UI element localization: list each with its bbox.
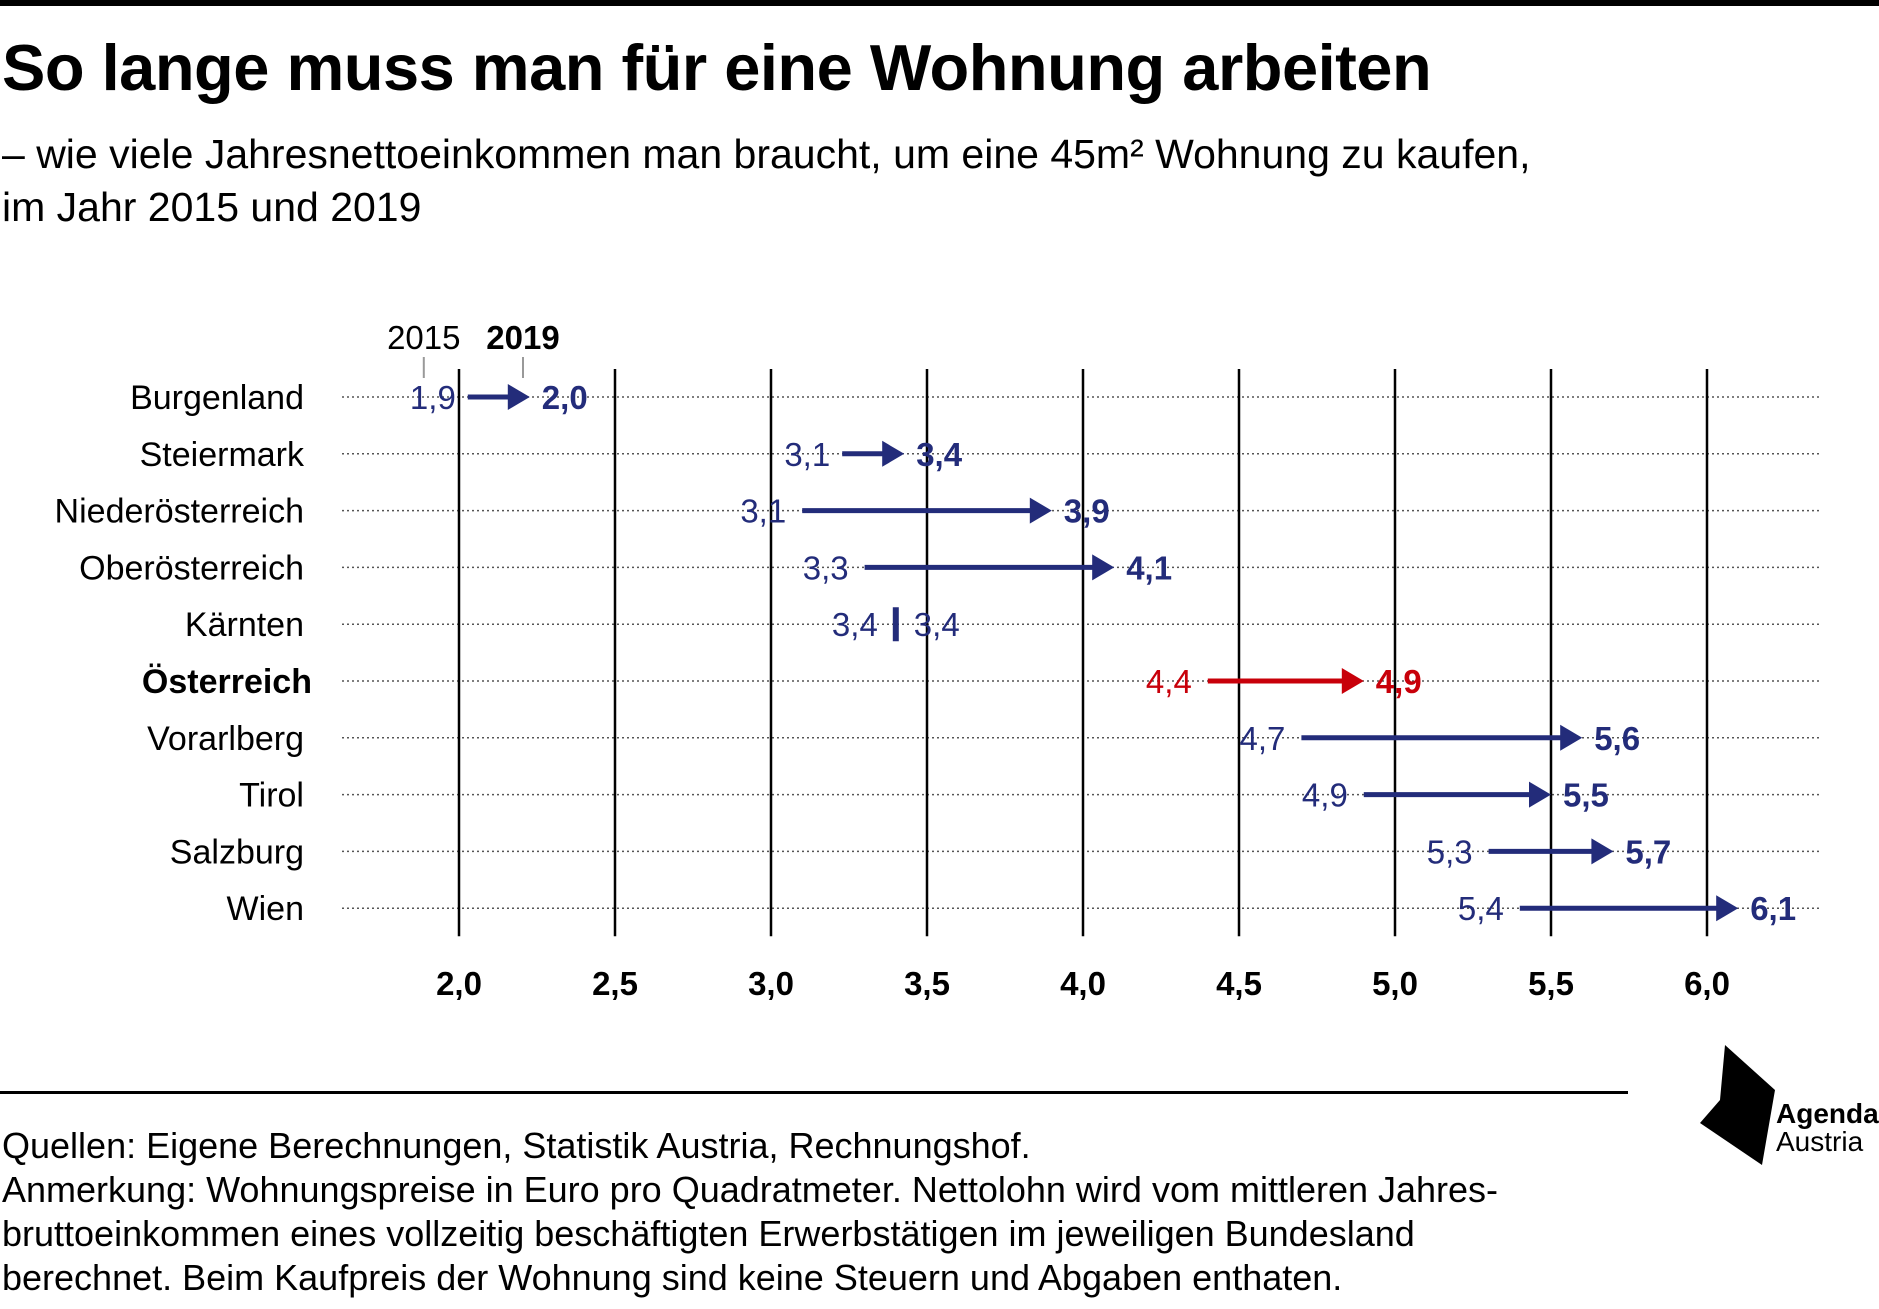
- end-value-label: 5,5: [1563, 777, 1609, 814]
- logo-line-2: Austria: [1776, 1126, 1864, 1157]
- x-tick-label: 4,0: [1060, 965, 1106, 1000]
- start-value-label: 4,4: [1146, 663, 1192, 700]
- change-arrow-head: [1341, 668, 1364, 694]
- chart-title: So lange muss man für eine Wohnung arbei…: [2, 31, 1432, 104]
- footer-note-line-3: berechnet. Beim Kaufpreis der Wohnung si…: [2, 1257, 1343, 1298]
- category-label: Oberösterreich: [79, 549, 304, 587]
- top-rule: [0, 0, 1879, 6]
- footer-notes: Quellen: Eigene Berechnungen, Statistik …: [2, 1124, 1682, 1300]
- x-tick-label: 6,0: [1684, 965, 1730, 1000]
- start-value-label: 3,4: [832, 606, 878, 643]
- footer-rule: [0, 1091, 1628, 1094]
- x-tick-label: 4,5: [1216, 965, 1262, 1000]
- end-value-label: 5,6: [1594, 720, 1640, 757]
- change-arrow-head: [1560, 724, 1583, 751]
- change-arrow-head: [1716, 895, 1739, 922]
- end-value-label: 3,9: [1064, 493, 1110, 530]
- subtitle-line-1: – wie viele Jahresnettoeinkommen man bra…: [2, 131, 1531, 177]
- footer-note-line-1: Anmerkung: Wohnungspreise in Euro pro Qu…: [2, 1169, 1499, 1210]
- end-value-label: 2,0: [542, 379, 588, 416]
- category-label: Wien: [227, 890, 304, 928]
- change-arrow-head: [1029, 497, 1052, 524]
- footer-note-line-2: bruttoeinkommen eines vollzeitig beschäf…: [2, 1213, 1415, 1254]
- change-arrow-head: [882, 440, 905, 467]
- start-value-label: 3,3: [803, 549, 849, 586]
- end-value-label: 3,4: [914, 606, 960, 643]
- category-label: Österreich: [142, 663, 312, 701]
- category-label: Niederösterreich: [55, 493, 304, 531]
- category-label: Kärnten: [185, 606, 304, 644]
- change-arrow-head: [507, 384, 530, 410]
- year-end-label: 2019: [486, 319, 559, 356]
- category-label: Vorarlberg: [147, 720, 304, 758]
- x-tick-label: 2,5: [592, 965, 638, 1000]
- change-arrow-head: [1591, 838, 1614, 865]
- x-tick-label: 2,0: [436, 965, 482, 1000]
- category-label: Salzburg: [170, 833, 304, 871]
- chart-subtitle: – wie viele Jahresnettoeinkommen man bra…: [2, 128, 1842, 234]
- arrow-chart: 2,0 2,5 3,0 3,5 4,0 4,5 5,0 5,5 6,0 2015 2019 Burge…: [55, 319, 1820, 1000]
- end-value-label: 5,7: [1625, 833, 1671, 870]
- end-value-label: 3,4: [916, 436, 963, 473]
- end-value-label: 4,1: [1126, 549, 1172, 586]
- x-tick-label: 5,0: [1372, 965, 1418, 1000]
- change-arrow-head: [1092, 554, 1115, 581]
- end-value-label: 4,9: [1376, 663, 1422, 700]
- start-value-label: 3,1: [740, 493, 786, 530]
- start-value-label: 5,4: [1458, 890, 1504, 927]
- x-tick-label: 3,5: [904, 965, 950, 1000]
- start-value-label: 1,9: [410, 379, 456, 416]
- logo-text: Agenda Austria: [1776, 1100, 1879, 1156]
- end-value-label: 6,1: [1750, 890, 1796, 927]
- footer-sources: Quellen: Eigene Berechnungen, Statistik …: [2, 1125, 1031, 1166]
- start-value-label: 5,3: [1427, 833, 1473, 870]
- category-label: Tirol: [239, 777, 304, 815]
- year-start-label: 2015: [387, 319, 460, 356]
- change-arrow-head: [1529, 781, 1551, 808]
- agenda-austria-logo-icon: [1700, 1045, 1775, 1165]
- start-value-label: 4,9: [1302, 777, 1348, 814]
- category-label: Steiermark: [140, 436, 305, 474]
- category-label: Burgenland: [130, 379, 304, 417]
- start-value-label: 4,7: [1240, 720, 1286, 757]
- subtitle-line-2: im Jahr 2015 und 2019: [2, 184, 422, 230]
- x-tick-label: 5,5: [1528, 965, 1574, 1000]
- start-value-label: 3,1: [784, 436, 830, 473]
- logo-line-1: Agenda: [1776, 1098, 1879, 1129]
- x-tick-label: 3,0: [748, 965, 794, 1000]
